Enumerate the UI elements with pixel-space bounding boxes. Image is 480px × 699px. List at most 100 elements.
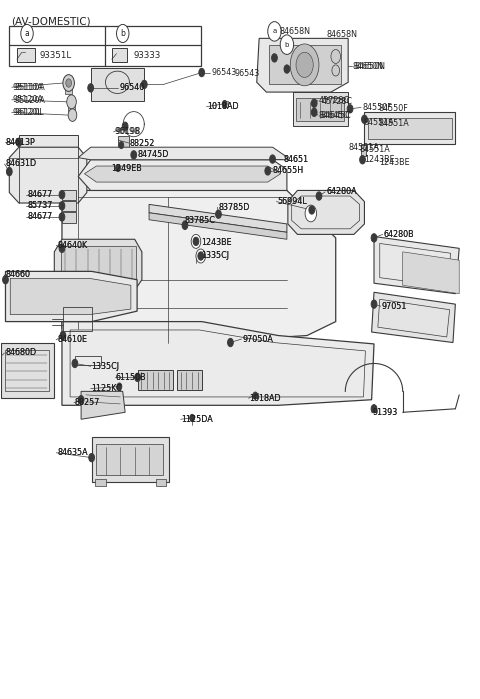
Text: 83785D: 83785D xyxy=(218,203,250,212)
Text: 96120L: 96120L xyxy=(12,108,42,117)
Polygon shape xyxy=(62,190,336,343)
Bar xyxy=(368,118,452,139)
Circle shape xyxy=(117,24,129,43)
Polygon shape xyxy=(297,99,344,121)
Circle shape xyxy=(371,405,377,413)
Polygon shape xyxy=(0,343,54,398)
Circle shape xyxy=(316,192,322,200)
Text: 97051: 97051 xyxy=(382,302,407,311)
Bar xyxy=(62,189,76,200)
Text: 84550F: 84550F xyxy=(379,104,408,113)
Bar xyxy=(63,307,92,331)
Circle shape xyxy=(59,212,65,221)
Text: 1249EB: 1249EB xyxy=(111,164,142,173)
Text: 85737: 85737 xyxy=(27,201,52,210)
Text: 84631D: 84631D xyxy=(5,159,36,168)
Circle shape xyxy=(228,338,233,347)
Text: a: a xyxy=(24,29,29,38)
Text: 84551A: 84551A xyxy=(360,145,390,154)
Circle shape xyxy=(361,115,367,124)
Text: 1018AD: 1018AD xyxy=(207,102,239,111)
Bar xyxy=(62,212,76,222)
Polygon shape xyxy=(78,160,287,190)
Text: 96198: 96198 xyxy=(116,127,141,136)
Polygon shape xyxy=(78,147,288,160)
Circle shape xyxy=(68,109,77,122)
Circle shape xyxy=(59,201,65,210)
Circle shape xyxy=(284,65,290,73)
Text: 84551A: 84551A xyxy=(363,117,394,127)
Bar xyxy=(95,479,107,486)
Text: 84677: 84677 xyxy=(27,212,52,222)
Circle shape xyxy=(117,383,122,390)
Text: 84680D: 84680D xyxy=(5,349,36,357)
Text: 84651: 84651 xyxy=(283,154,308,164)
Text: 84645C: 84645C xyxy=(319,110,350,120)
Text: 1335CJ: 1335CJ xyxy=(92,362,120,370)
Text: 83785D: 83785D xyxy=(218,203,250,212)
Circle shape xyxy=(119,142,124,149)
Circle shape xyxy=(59,244,65,252)
Circle shape xyxy=(142,80,147,89)
Text: 84550F: 84550F xyxy=(362,103,392,112)
Text: 96540: 96540 xyxy=(120,83,144,92)
Circle shape xyxy=(191,234,201,248)
Polygon shape xyxy=(84,166,281,182)
Text: 84650N: 84650N xyxy=(352,62,384,71)
Bar xyxy=(60,246,136,282)
Circle shape xyxy=(78,396,84,404)
Circle shape xyxy=(88,84,94,92)
Text: 96540: 96540 xyxy=(120,83,144,92)
Circle shape xyxy=(312,99,317,108)
Text: 88252: 88252 xyxy=(130,138,156,147)
Bar xyxy=(360,144,366,157)
Text: 64280B: 64280B xyxy=(384,230,414,239)
Text: 64280B: 64280B xyxy=(384,230,414,239)
Polygon shape xyxy=(293,92,348,127)
Polygon shape xyxy=(364,113,456,144)
Text: 64280A: 64280A xyxy=(326,187,357,196)
Text: 84640K: 84640K xyxy=(57,241,87,250)
Text: 96198: 96198 xyxy=(115,127,140,136)
Text: 1335CJ: 1335CJ xyxy=(92,362,120,370)
Text: 61150B: 61150B xyxy=(116,373,146,382)
Text: a: a xyxy=(272,29,276,34)
Circle shape xyxy=(182,221,188,229)
Text: 96543: 96543 xyxy=(211,68,237,77)
Text: 1125KC: 1125KC xyxy=(92,384,122,393)
Text: 84655H: 84655H xyxy=(273,166,304,175)
Text: 84645C: 84645C xyxy=(321,110,351,120)
Text: 95110A: 95110A xyxy=(14,82,45,92)
Circle shape xyxy=(6,168,12,175)
Text: 56994L: 56994L xyxy=(277,197,307,206)
Text: 84660: 84660 xyxy=(5,271,31,280)
Text: 84680D: 84680D xyxy=(5,349,36,357)
Text: 1125KC: 1125KC xyxy=(92,384,122,393)
Polygon shape xyxy=(54,239,142,290)
Circle shape xyxy=(131,151,137,159)
Text: 1018AD: 1018AD xyxy=(250,394,281,403)
Text: 84650N: 84650N xyxy=(355,62,386,71)
Text: 96543: 96543 xyxy=(234,69,260,78)
Bar xyxy=(120,149,134,161)
Circle shape xyxy=(371,233,377,242)
Circle shape xyxy=(72,359,78,368)
Text: 84613P: 84613P xyxy=(5,138,35,147)
Polygon shape xyxy=(92,437,169,482)
Bar xyxy=(17,48,35,62)
Circle shape xyxy=(67,95,76,109)
Circle shape xyxy=(199,69,204,77)
Circle shape xyxy=(122,122,128,131)
Polygon shape xyxy=(374,236,459,294)
Text: 1335CJ: 1335CJ xyxy=(201,251,229,260)
Text: 97051: 97051 xyxy=(382,302,407,311)
Text: 95120A: 95120A xyxy=(12,95,44,104)
Text: 97050A: 97050A xyxy=(242,335,273,343)
Text: 88257: 88257 xyxy=(75,398,100,407)
Polygon shape xyxy=(372,292,456,343)
Polygon shape xyxy=(257,38,348,92)
Text: 61150B: 61150B xyxy=(116,373,146,382)
Text: 84660: 84660 xyxy=(5,271,31,280)
Bar xyxy=(62,201,76,211)
Text: 97050A: 97050A xyxy=(242,335,273,343)
